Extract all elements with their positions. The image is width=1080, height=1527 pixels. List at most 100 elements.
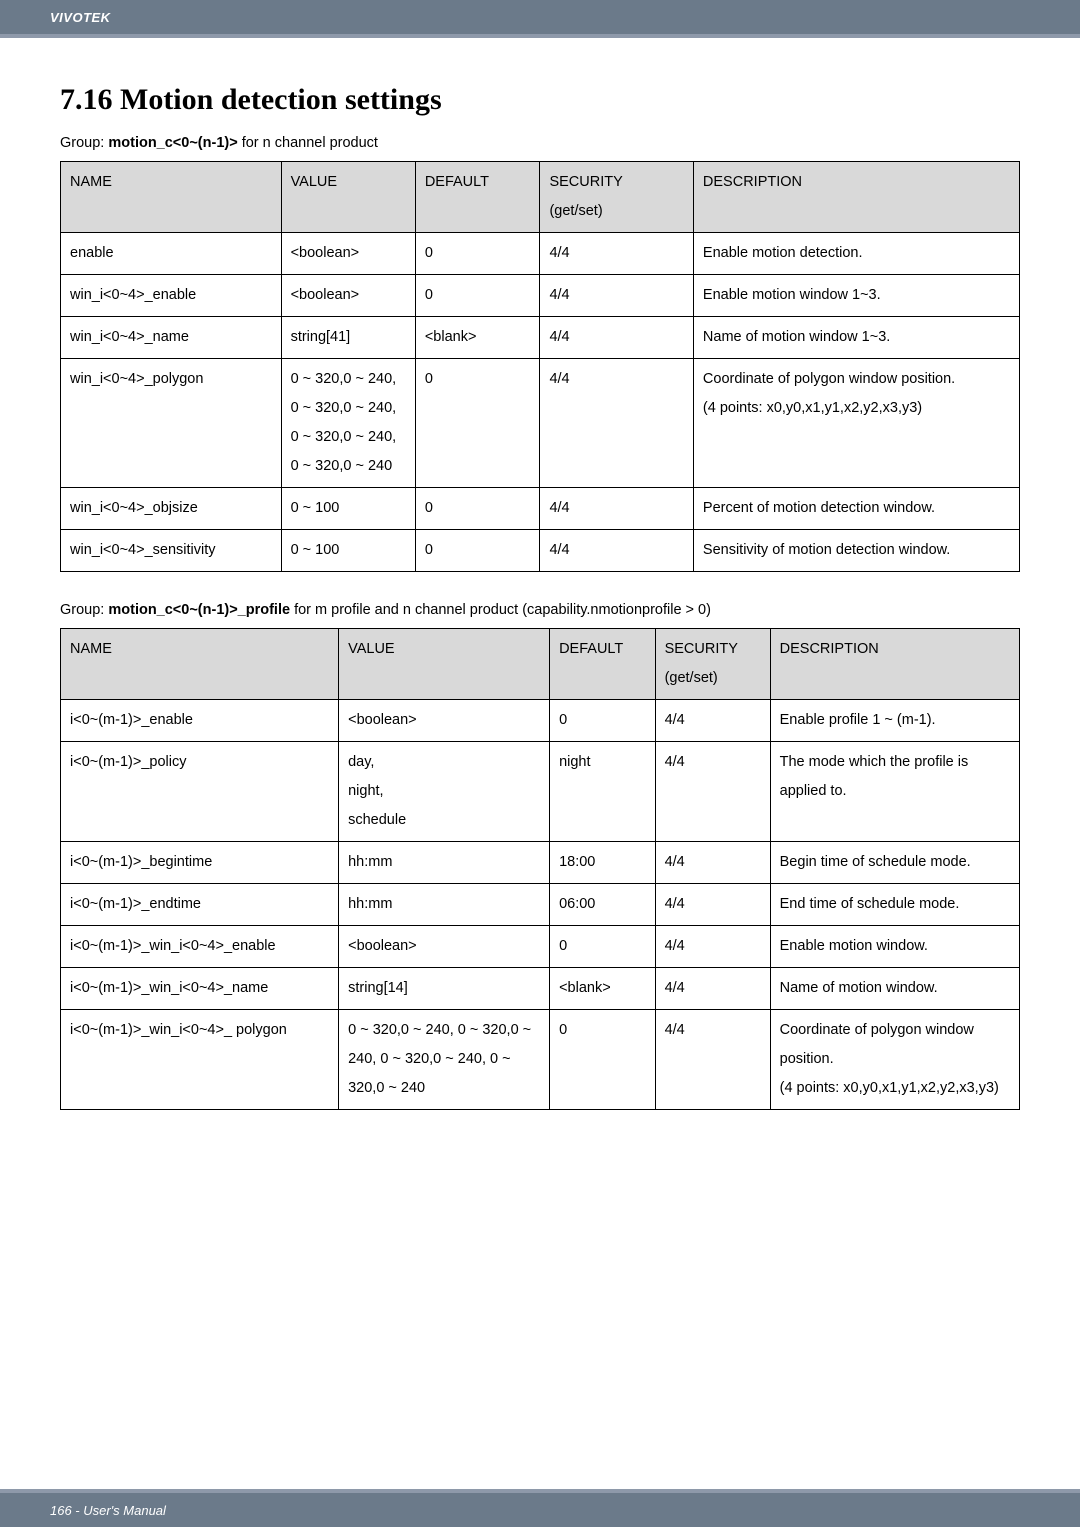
- cell-value: <boolean>: [339, 700, 550, 742]
- brand-label: VIVOTEK: [50, 10, 111, 25]
- column-header: DEFAULT: [415, 162, 540, 233]
- column-header: SECURITY(get/set): [540, 162, 693, 233]
- cell-name: win_i<0~4>_name: [61, 317, 282, 359]
- cell-desc: Enable motion detection.: [693, 233, 1019, 275]
- cell-desc: Percent of motion detection window.: [693, 488, 1019, 530]
- cell-name: i<0~(m-1)>_win_i<0~4>_ polygon: [61, 1010, 339, 1110]
- table-row: i<0~(m-1)>_policyday,night,schedulenight…: [61, 742, 1020, 842]
- cell-security: 4/4: [655, 968, 770, 1010]
- cell-desc: Name of motion window.: [770, 968, 1019, 1010]
- group1-bold: motion_c<0~(n-1)>: [108, 135, 237, 151]
- cell-security: 4/4: [655, 700, 770, 742]
- cell-default: 0: [415, 359, 540, 488]
- table-row: win_i<0~4>_sensitivity0 ~ 10004/4Sensiti…: [61, 530, 1020, 572]
- footer-text: 166 - User's Manual: [50, 1503, 166, 1518]
- cell-default: night: [550, 742, 655, 842]
- cell-default: 0: [550, 926, 655, 968]
- column-header: DESCRIPTION: [693, 162, 1019, 233]
- cell-security: 4/4: [540, 530, 693, 572]
- cell-name: i<0~(m-1)>_win_i<0~4>_enable: [61, 926, 339, 968]
- group1-prefix: Group:: [60, 135, 108, 151]
- cell-default: 0: [415, 233, 540, 275]
- cell-default: <blank>: [415, 317, 540, 359]
- group1-suffix: for n channel product: [238, 135, 378, 151]
- table-row: i<0~(m-1)>_win_i<0~4>_namestring[14]<bla…: [61, 968, 1020, 1010]
- cell-name: win_i<0~4>_sensitivity: [61, 530, 282, 572]
- cell-name: i<0~(m-1)>_endtime: [61, 884, 339, 926]
- group2-prefix: Group:: [60, 602, 108, 618]
- cell-default: 06:00: [550, 884, 655, 926]
- cell-security: 4/4: [655, 742, 770, 842]
- column-header: VALUE: [339, 629, 550, 700]
- cell-name: i<0~(m-1)>_policy: [61, 742, 339, 842]
- table-row: win_i<0~4>_polygon0 ~ 320,0 ~ 240, 0 ~ 3…: [61, 359, 1020, 488]
- cell-value: 0 ~ 320,0 ~ 240, 0 ~ 320,0 ~ 240, 0 ~ 32…: [281, 359, 415, 488]
- cell-name: win_i<0~4>_polygon: [61, 359, 282, 488]
- cell-name: enable: [61, 233, 282, 275]
- column-header: VALUE: [281, 162, 415, 233]
- cell-value: <boolean>: [281, 275, 415, 317]
- table-row: i<0~(m-1)>_win_i<0~4>_ polygon0 ~ 320,0 …: [61, 1010, 1020, 1110]
- cell-desc: Sensitivity of motion detection window.: [693, 530, 1019, 572]
- cell-desc: Begin time of schedule mode.: [770, 842, 1019, 884]
- table-row: i<0~(m-1)>_endtimehh:mm06:004/4End time …: [61, 884, 1020, 926]
- cell-desc: Enable motion window 1~3.: [693, 275, 1019, 317]
- cell-default: 18:00: [550, 842, 655, 884]
- cell-security: 4/4: [655, 926, 770, 968]
- group2-suffix: for m profile and n channel product (cap…: [290, 602, 711, 618]
- cell-value: day,night,schedule: [339, 742, 550, 842]
- cell-value: 0 ~ 100: [281, 488, 415, 530]
- cell-value: hh:mm: [339, 884, 550, 926]
- group2-bold: motion_c<0~(n-1)>_profile: [108, 602, 290, 618]
- table-row: i<0~(m-1)>_begintimehh:mm18:004/4Begin t…: [61, 842, 1020, 884]
- group1-caption: Group: motion_c<0~(n-1)> for n channel p…: [60, 135, 1020, 151]
- table-row: enable<boolean>04/4Enable motion detecti…: [61, 233, 1020, 275]
- page-content: 7.16 Motion detection settings Group: mo…: [0, 38, 1080, 1160]
- cell-security: 4/4: [655, 884, 770, 926]
- cell-name: win_i<0~4>_enable: [61, 275, 282, 317]
- cell-value: string[41]: [281, 317, 415, 359]
- cell-security: 4/4: [540, 359, 693, 488]
- motion-settings-table: NAMEVALUEDEFAULTSECURITY(get/set)DESCRIP…: [60, 161, 1020, 572]
- table-row: win_i<0~4>_objsize0 ~ 10004/4Percent of …: [61, 488, 1020, 530]
- column-header: SECURITY(get/set): [655, 629, 770, 700]
- cell-value: hh:mm: [339, 842, 550, 884]
- cell-default: 0: [415, 275, 540, 317]
- cell-name: i<0~(m-1)>_win_i<0~4>_name: [61, 968, 339, 1010]
- cell-security: 4/4: [540, 488, 693, 530]
- cell-desc: End time of schedule mode.: [770, 884, 1019, 926]
- cell-security: 4/4: [540, 317, 693, 359]
- cell-security: 4/4: [540, 275, 693, 317]
- cell-value: string[14]: [339, 968, 550, 1010]
- cell-default: <blank>: [550, 968, 655, 1010]
- page-footer: 166 - User's Manual: [0, 1489, 1080, 1527]
- cell-default: 0: [415, 530, 540, 572]
- cell-desc: Coordinate of polygon window position.(4…: [693, 359, 1019, 488]
- cell-value: <boolean>: [281, 233, 415, 275]
- column-header: NAME: [61, 629, 339, 700]
- cell-default: 0: [415, 488, 540, 530]
- section-title: 7.16 Motion detection settings: [60, 83, 1020, 117]
- table-row: i<0~(m-1)>_enable<boolean>04/4Enable pro…: [61, 700, 1020, 742]
- table-row: i<0~(m-1)>_win_i<0~4>_enable<boolean>04/…: [61, 926, 1020, 968]
- cell-security: 4/4: [540, 233, 693, 275]
- cell-desc: Coordinate of polygon window position.(4…: [770, 1010, 1019, 1110]
- cell-desc: Enable profile 1 ~ (m-1).: [770, 700, 1019, 742]
- motion-profile-table: NAMEVALUEDEFAULTSECURITY(get/set)DESCRIP…: [60, 628, 1020, 1110]
- group2-caption: Group: motion_c<0~(n-1)>_profile for m p…: [60, 602, 1020, 618]
- cell-name: i<0~(m-1)>_enable: [61, 700, 339, 742]
- cell-desc: Name of motion window 1~3.: [693, 317, 1019, 359]
- cell-value: 0 ~ 320,0 ~ 240, 0 ~ 320,0 ~ 240, 0 ~ 32…: [339, 1010, 550, 1110]
- column-header: DESCRIPTION: [770, 629, 1019, 700]
- column-header: DEFAULT: [550, 629, 655, 700]
- table-header-row: NAMEVALUEDEFAULTSECURITY(get/set)DESCRIP…: [61, 629, 1020, 700]
- page-header: VIVOTEK: [0, 0, 1080, 38]
- cell-default: 0: [550, 700, 655, 742]
- table-row: win_i<0~4>_enable<boolean>04/4Enable mot…: [61, 275, 1020, 317]
- table-header-row: NAMEVALUEDEFAULTSECURITY(get/set)DESCRIP…: [61, 162, 1020, 233]
- cell-security: 4/4: [655, 842, 770, 884]
- cell-desc: Enable motion window.: [770, 926, 1019, 968]
- cell-name: i<0~(m-1)>_begintime: [61, 842, 339, 884]
- cell-default: 0: [550, 1010, 655, 1110]
- cell-name: win_i<0~4>_objsize: [61, 488, 282, 530]
